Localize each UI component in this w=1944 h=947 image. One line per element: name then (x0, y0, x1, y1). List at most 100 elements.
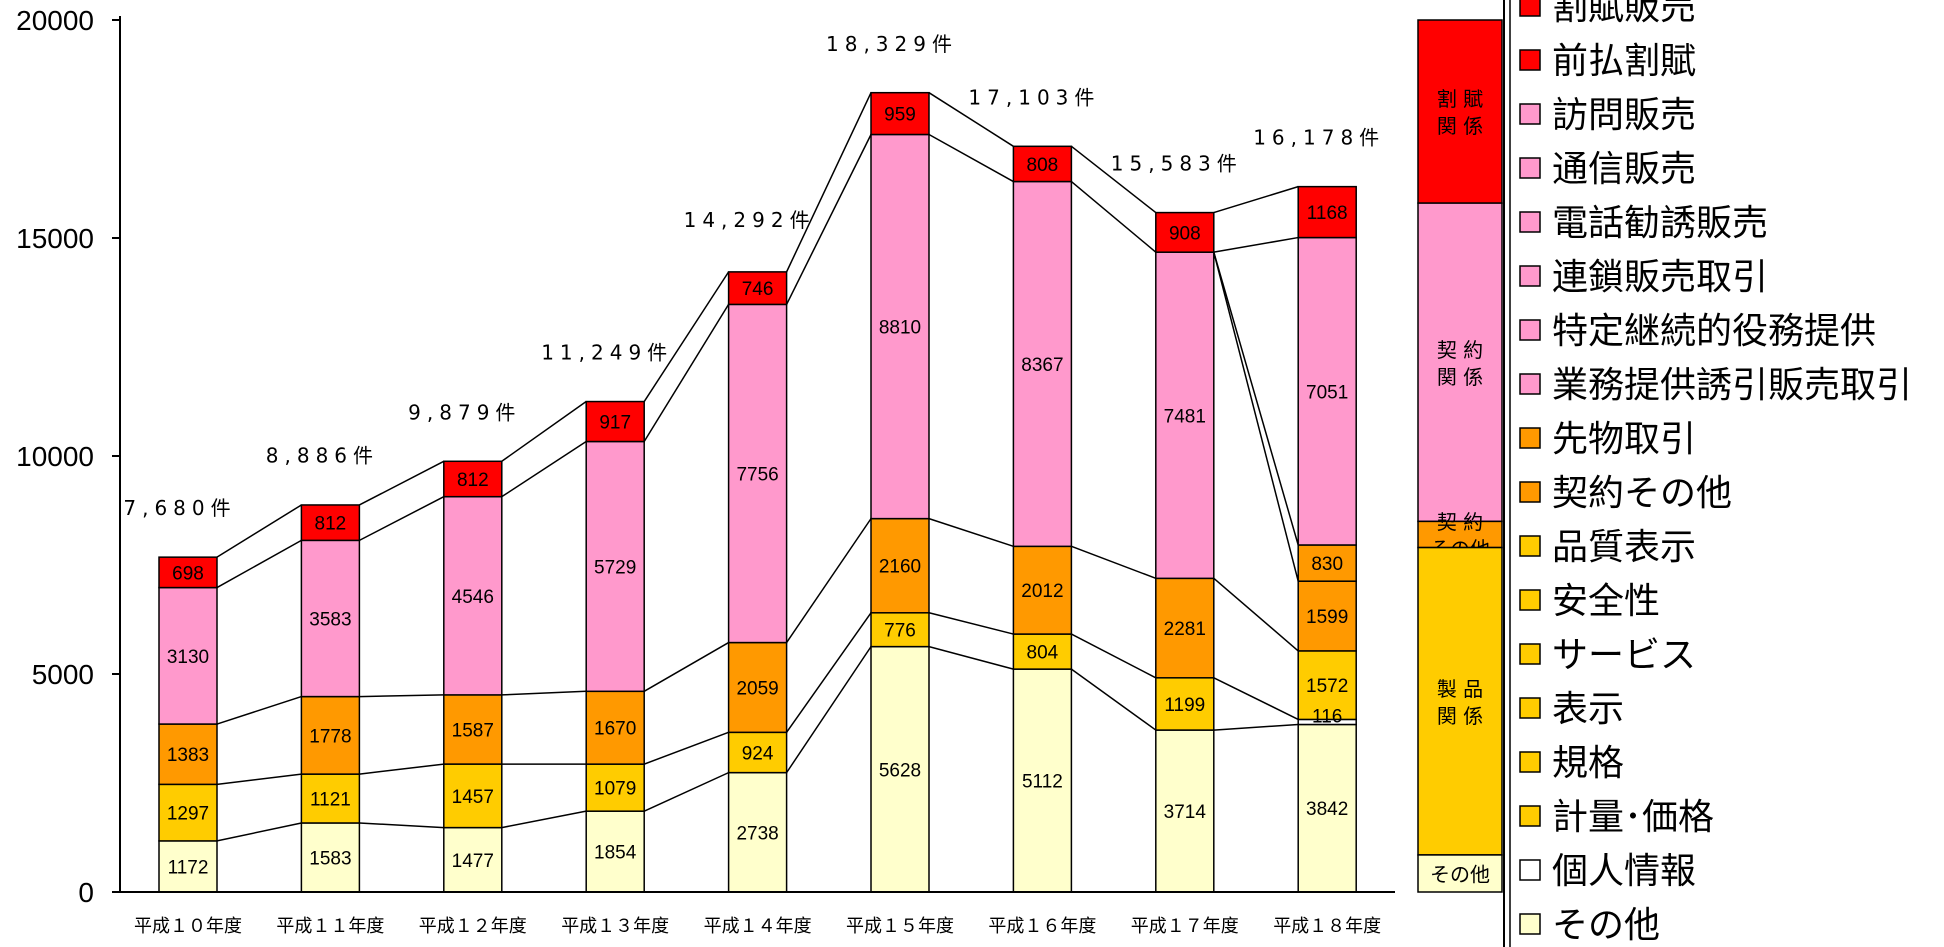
connector-line (359, 460, 445, 506)
legend-label: 品質表示 (1552, 527, 1696, 568)
y-tick-label: 15000 (16, 223, 94, 254)
segment-value-label: 2059 (736, 678, 778, 699)
segment-value-label: 7051 (1306, 382, 1348, 403)
segment-value-label: 924 (742, 743, 774, 764)
segment-value-label: 1297 (167, 804, 209, 825)
segment-value-label: 830 (1311, 554, 1343, 575)
segment-value-label: 812 (315, 514, 347, 535)
bar-segment (1297, 236, 1357, 546)
connector-line (928, 612, 1014, 635)
x-tick-label: 平成１５年度 (846, 916, 954, 937)
connector-line (928, 645, 1014, 670)
connector-line (785, 134, 872, 305)
segment-value-label: 1383 (167, 745, 209, 766)
legend-swatch (1519, 319, 1541, 341)
total-label: 14,292件 (684, 208, 816, 232)
total-label: 8,886件 (266, 444, 379, 468)
bar-segment (727, 271, 788, 306)
category-group-label: 割 賦 (1437, 87, 1483, 111)
segment-value-label: 1457 (452, 787, 494, 808)
y-tick-label: 10000 (16, 441, 94, 472)
segment-value-label: 1477 (452, 851, 494, 872)
category-group-block (1417, 854, 1503, 893)
connector-line (359, 496, 445, 542)
total-label: 16,178件 (1253, 126, 1385, 150)
segment-value-label: 4546 (452, 587, 494, 608)
category-group-block (1417, 520, 1503, 549)
connector-line (1213, 236, 1299, 253)
legend-label: 安全性 (1552, 581, 1660, 622)
bar-segment (585, 440, 645, 693)
legend-label: 個人情報 (1552, 851, 1696, 892)
bar-segment (300, 773, 361, 824)
connector-line (785, 646, 872, 774)
bar-segment (870, 517, 930, 614)
bar-segment (1012, 145, 1073, 183)
bar-segment (158, 783, 218, 842)
segment-value-label: 1168 (1307, 203, 1348, 224)
connector-line (216, 539, 302, 589)
segment-value-label: 5628 (879, 760, 921, 781)
bar-segment (443, 826, 503, 893)
bar-segment (727, 731, 788, 774)
category-group-block (1417, 19, 1503, 204)
connector-line (1070, 180, 1157, 253)
x-tick-label: 平成１７年度 (1131, 916, 1239, 937)
legend-swatch (1519, 103, 1541, 125)
bar-segment (727, 641, 788, 734)
category-group-block (1417, 546, 1503, 856)
legend-swatch (1519, 751, 1541, 773)
total-label: 17,103件 (968, 85, 1100, 109)
segment-value-label: 1854 (594, 843, 637, 864)
bar-segment (585, 763, 645, 812)
legend-label: 表示 (1552, 689, 1624, 730)
legend-swatch (1519, 265, 1541, 287)
bar-segment (1012, 545, 1073, 635)
segment-value-label: 808 (1027, 155, 1059, 176)
segment-value-label: 2738 (736, 823, 778, 844)
segment-labels: 1172 1297 1383 3130 698 1583 1121 1778 3583 812 14… (167, 105, 1348, 879)
connector-line (643, 304, 730, 442)
segment-value-label: 1572 (1306, 676, 1348, 697)
segment-value-label: 2160 (879, 557, 921, 578)
segment-value-label: 5112 (1022, 772, 1063, 793)
total-labels: 7,680件 8,886件 9,879件 11,249件 14,292件 18,329件 1… (123, 32, 1385, 520)
legend-label: 契約その他 (1552, 473, 1732, 514)
connector-lines (216, 92, 1299, 842)
connector-line (1071, 545, 1157, 580)
x-tick-label: 平成１３年度 (561, 916, 669, 937)
total-label: 9,879件 (408, 400, 521, 424)
bar-segment (1297, 580, 1357, 652)
bar-segment (300, 539, 361, 698)
segment-value-label: 3842 (1306, 799, 1348, 820)
segment-value-label: 7756 (736, 464, 778, 485)
segment-value-label: 8810 (879, 318, 921, 339)
legend-swatch (1519, 481, 1541, 503)
connector-line (216, 822, 302, 842)
connector-line (785, 518, 872, 643)
total-label: 15,583件 (1111, 152, 1243, 176)
legend-swatch (1519, 211, 1541, 233)
connector-line (643, 731, 729, 765)
bar-segment (158, 556, 218, 589)
legend-label: 連鎖販売取引 (1552, 257, 1768, 298)
connector-line (1213, 577, 1299, 652)
y-tick-label: 20000 (16, 5, 94, 36)
segment-value-label: 3714 (1164, 802, 1207, 823)
segment-value-label: 8367 (1021, 355, 1063, 376)
segment-value-label: 917 (599, 413, 631, 434)
bar-segment (727, 303, 788, 644)
segment-value-label: 7481 (1164, 406, 1206, 427)
y-tick-label: 5000 (32, 659, 94, 690)
segment-value-label: 746 (742, 279, 774, 300)
segment-value-label: 804 (1027, 643, 1059, 664)
segment-value-label: 2281 (1164, 619, 1206, 640)
total-label: 18,329件 (826, 32, 958, 56)
bar-segment (870, 91, 930, 136)
bar-segment (443, 694, 503, 765)
legend-swatch (1519, 0, 1541, 17)
bar-segment (1012, 668, 1073, 893)
connector-line (1213, 723, 1299, 731)
legend-label: 割賦販売 (1552, 0, 1696, 28)
